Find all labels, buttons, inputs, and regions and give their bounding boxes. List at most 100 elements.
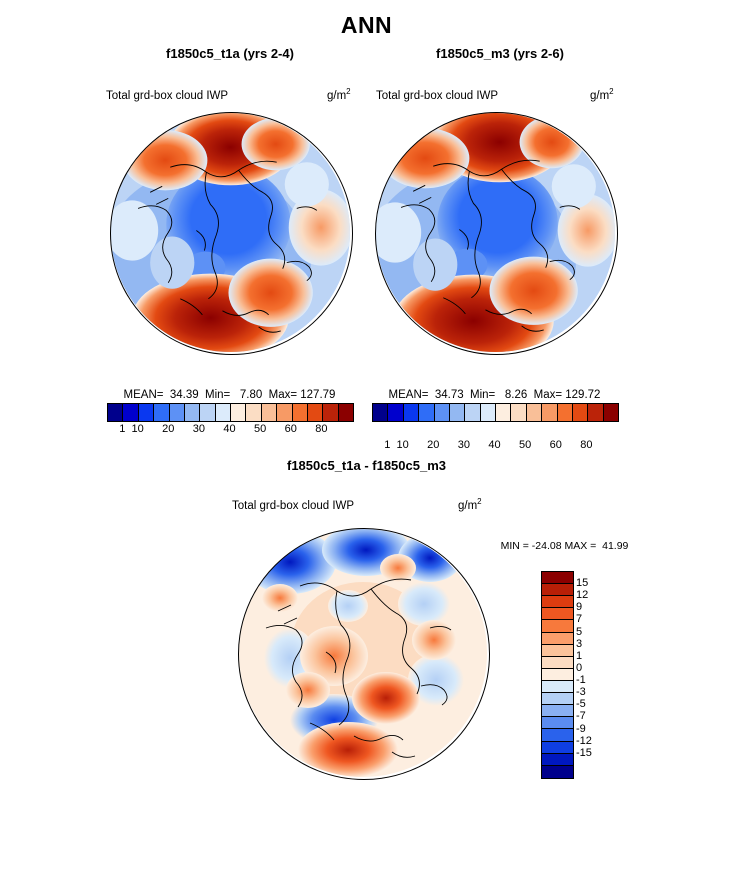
colorbar-cell [388, 404, 404, 421]
colorbar-cell [496, 404, 512, 421]
right-variable-label: Total grd-box cloud IWP [376, 90, 499, 102]
difference-units-label: g/m2 [458, 497, 482, 512]
colorbar-cell [542, 404, 558, 421]
colorbar-tick-label: -15 [576, 746, 592, 759]
colorbar-tick-label: 20 [427, 439, 440, 451]
colorbar-tick-label: 40 [488, 439, 501, 451]
colorbar-cell [403, 404, 420, 421]
colorbar-cell [277, 404, 293, 421]
colorbar-cell [246, 404, 262, 421]
colorbar-cell [154, 404, 170, 421]
left-panel-title: f1850c5_t1a (yrs 2-4) [166, 46, 294, 61]
colorbar-tick-label: 1 [384, 439, 391, 451]
colorbar-cell [323, 404, 339, 421]
right-colorbar-labels: 1 10 20 30 40 50 60 80 [372, 439, 617, 455]
colorbar-cell [542, 656, 573, 669]
colorbar-cell [572, 404, 589, 421]
right-units-exponent: 2 [609, 87, 614, 97]
left-units-exponent: 2 [346, 87, 351, 97]
right-colorbar [372, 403, 619, 422]
colorbar-tick-label: 12 [576, 589, 589, 602]
colorbar-cell [542, 572, 573, 585]
colorbar-tick-label: -5 [576, 698, 586, 711]
colorbar-tick-label: 20 [162, 423, 175, 435]
colorbar-tick-label: 60 [549, 439, 562, 451]
colorbar-tick-label: 10 [131, 423, 144, 435]
colorbar-cell [434, 404, 450, 421]
colorbar-tick-label: -1 [576, 674, 586, 687]
colorbar-cell [184, 404, 201, 421]
colorbar-tick-label: 1 [576, 649, 583, 662]
difference-stats-text: MIN = -24.08 MAX = 41.99 [500, 540, 629, 552]
colorbar-cell [542, 620, 573, 633]
colorbar-cell [480, 404, 496, 421]
colorbar-cell [138, 404, 155, 421]
colorbar-cell [542, 765, 573, 778]
left-units-text: g/m [327, 90, 347, 102]
colorbar-cell [542, 717, 573, 730]
colorbar-cell [542, 753, 573, 766]
left-colorbar [107, 403, 354, 422]
left-polar-map [110, 112, 351, 353]
colorbar-cell [215, 404, 231, 421]
left-variable-label: Total grd-box cloud IWP [106, 90, 229, 102]
right-units-text: g/m [590, 90, 610, 102]
colorbar-cell [542, 596, 573, 609]
colorbar-cell [123, 404, 139, 421]
colorbar-cell [542, 644, 573, 657]
difference-units-exponent: 2 [477, 497, 482, 507]
colorbar-cell [200, 404, 216, 421]
difference-panel-title: f1850c5_t1a - f1850c5_m3 [286, 458, 446, 473]
colorbar-tick-label: 7 [576, 613, 583, 626]
colorbar-cell [542, 668, 573, 681]
colorbar-tick-label: -3 [576, 686, 586, 699]
colorbar-cell [307, 404, 324, 421]
colorbar-cell [542, 693, 573, 706]
left-stats-text: MEAN= 34.39 Min= 7.80 Max= 127.79 [123, 389, 336, 401]
colorbar-cell [231, 404, 247, 421]
colorbar-tick-label: 30 [192, 423, 205, 435]
colorbar-tick-label: 9 [576, 601, 583, 614]
colorbar-cell [169, 404, 185, 421]
colorbar-tick-label: -12 [576, 734, 592, 747]
colorbar-tick-label: 80 [580, 439, 593, 451]
figure-title: ANN [340, 12, 393, 38]
colorbar-cell [542, 705, 573, 718]
right-panel-title: f1850c5_m3 (yrs 2-6) [436, 46, 564, 61]
colorbar-tick-label: 50 [254, 423, 267, 435]
colorbar-cell [261, 404, 278, 421]
colorbar-cell [526, 404, 543, 421]
colorbar-tick-label: -7 [576, 710, 586, 723]
colorbar-tick-label: 0 [576, 661, 583, 674]
colorbar-cell [542, 729, 573, 742]
difference-colorbar [541, 571, 574, 779]
colorbar-cell [588, 404, 604, 421]
left-units-label: g/m2 [327, 87, 351, 102]
colorbar-tick-label: 5 [576, 625, 583, 638]
difference-polar-map [238, 528, 488, 778]
left-colorbar-labels: 1 10 20 30 40 50 60 80 [107, 423, 352, 439]
right-stats-text: MEAN= 34.73 Min= 8.26 Max= 129.72 [388, 389, 601, 401]
colorbar-tick-label: 40 [223, 423, 236, 435]
colorbar-cell [108, 404, 124, 421]
right-polar-map [375, 112, 616, 353]
colorbar-tick-label: 30 [457, 439, 470, 451]
difference-units-text: g/m [458, 500, 478, 512]
colorbar-cell [449, 404, 466, 421]
colorbar-cell [292, 404, 308, 421]
colorbar-cell [542, 584, 573, 597]
colorbar-tick-label: 10 [396, 439, 409, 451]
colorbar-cell [338, 404, 353, 421]
colorbar-tick-label: 3 [576, 637, 583, 650]
right-units-label: g/m2 [590, 87, 614, 102]
colorbar-tick-label: 1 [119, 423, 126, 435]
colorbar-tick-label: 50 [519, 439, 532, 451]
colorbar-tick-label: -9 [576, 722, 586, 735]
colorbar-cell [373, 404, 389, 421]
colorbar-tick-label: 80 [315, 423, 328, 435]
colorbar-cell [542, 741, 573, 754]
colorbar-cell [542, 608, 573, 621]
colorbar-cell [542, 632, 573, 645]
colorbar-cell [557, 404, 573, 421]
colorbar-tick-label: 60 [284, 423, 297, 435]
